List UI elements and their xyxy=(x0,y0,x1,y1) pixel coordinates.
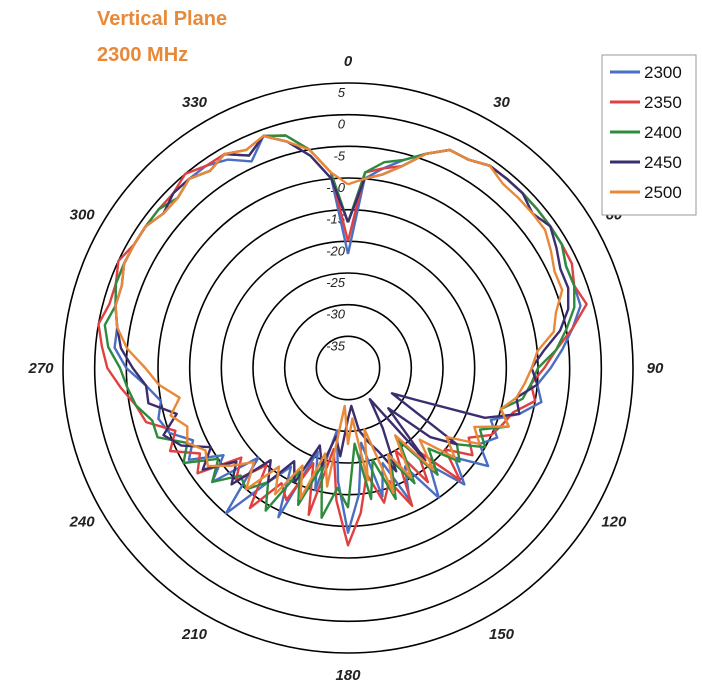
legend: 2300 2350 2400 2450 2500 xyxy=(601,54,697,216)
chart-subtitle: 2300 MHz xyxy=(97,44,189,66)
legend-entry-label: 2300 xyxy=(644,63,682,82)
radial-tick-label: -35 xyxy=(326,338,346,353)
grid-ring-0 xyxy=(62,82,634,654)
chart-title: Vertical Plane xyxy=(97,8,228,30)
grid-ring-6 xyxy=(252,272,444,464)
angle-tick-label: 180 xyxy=(335,667,361,684)
legend-entry-label: 2450 xyxy=(644,153,682,172)
series-line-4 xyxy=(114,134,564,501)
legend-entry-label: 2500 xyxy=(644,183,682,202)
grid-ring-1 xyxy=(93,113,603,623)
radial-tick-label: -30 xyxy=(326,307,346,322)
angle-tick-label: 330 xyxy=(182,94,208,111)
angle-tick-label: 0 xyxy=(344,53,353,70)
angle-tick-label: 120 xyxy=(601,514,627,531)
radial-tick-label: -5 xyxy=(333,148,345,163)
grid-ring-4 xyxy=(188,208,508,528)
radial-tick-label: 0 xyxy=(338,117,346,132)
radial-tick-label: -25 xyxy=(326,275,346,290)
angle-tick-label: 300 xyxy=(70,207,96,224)
grid-ring-8 xyxy=(315,335,381,401)
series-lines xyxy=(97,134,588,547)
legend-entry-label: 2400 xyxy=(644,123,682,142)
radial-tick-label: -20 xyxy=(326,243,346,258)
radial-tick-label: 5 xyxy=(338,85,346,100)
angle-tick-label: 150 xyxy=(489,626,515,643)
angle-tick-label: 90 xyxy=(647,360,664,377)
angle-tick-label: 30 xyxy=(493,94,510,111)
angle-tick-label: 210 xyxy=(181,626,208,643)
angle-tick-label: 270 xyxy=(27,360,54,377)
legend-box xyxy=(601,54,697,216)
series-line-0 xyxy=(113,134,582,534)
grid-ring-2 xyxy=(125,145,571,591)
angle-tick-label: 240 xyxy=(69,514,96,531)
legend-entry-label: 2350 xyxy=(644,93,682,112)
grid-ring-5 xyxy=(220,240,476,496)
grid-rings xyxy=(62,82,634,654)
